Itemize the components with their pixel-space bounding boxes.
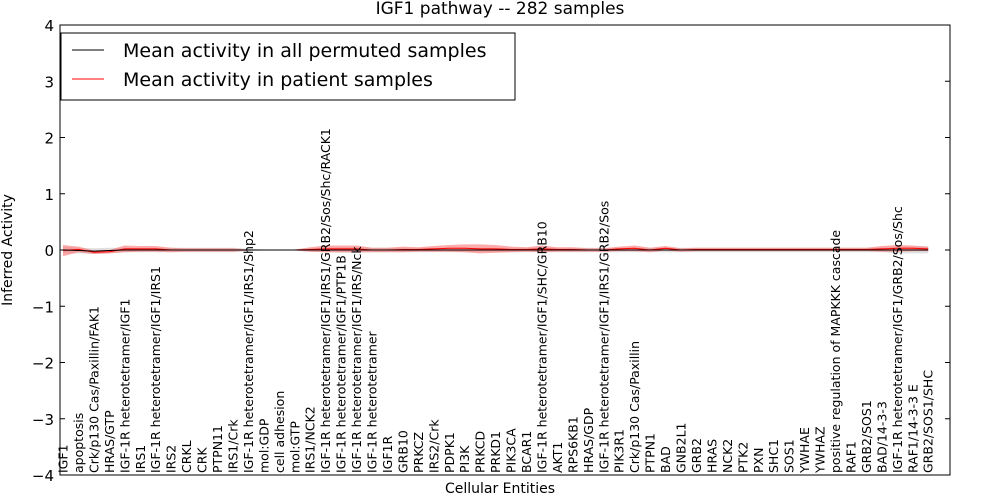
legend-box bbox=[60, 32, 516, 101]
y-tick-label: −1 bbox=[32, 298, 54, 316]
x-tick-label: IGF-1R heterotetramer/IGF1/SHC/GRB10 bbox=[535, 221, 550, 473]
y-tick-label: −3 bbox=[32, 411, 54, 429]
y-tick-label: 3 bbox=[44, 73, 54, 91]
x-tick-label: PIK3CA bbox=[504, 428, 519, 473]
x-tick-label: PI3K bbox=[457, 445, 472, 473]
x-tick-label: PRKCD bbox=[473, 431, 488, 473]
y-tick-label: −4 bbox=[32, 467, 54, 485]
y-tick-label: 1 bbox=[44, 186, 54, 204]
x-tick-label: positive regulation of MAPKKK cascade bbox=[828, 230, 843, 473]
x-tick-label: IRS1 bbox=[133, 445, 148, 473]
legend: Mean activity in all permuted samples Me… bbox=[60, 32, 516, 101]
line-permuted bbox=[62, 249, 929, 252]
x-tick-label: PTPN1 bbox=[643, 433, 658, 473]
x-tick-label: PRKCZ bbox=[411, 432, 426, 473]
x-tick-label: IGF-1R heterotetramer/IGF1/IRS1/Shp2 bbox=[241, 230, 256, 473]
x-tick-label: AKT1 bbox=[550, 442, 565, 473]
x-tick-label: GRB2/SOS1 bbox=[859, 400, 874, 473]
x-tick-label: HRAS/GDP bbox=[581, 407, 596, 473]
x-tick-label: Crk/p130 Cas/Paxillin bbox=[627, 341, 642, 473]
x-tick-label: CRKL bbox=[179, 440, 194, 473]
x-tick-label: BAD bbox=[658, 446, 673, 473]
x-tick-label: GRB2/SOS1/SHC bbox=[921, 370, 936, 473]
x-tick-label: PXN bbox=[751, 448, 766, 473]
x-tick-label: PTK2 bbox=[735, 442, 750, 473]
x-tick-label: PTPN11 bbox=[210, 425, 225, 473]
x-tick-label: NCK2 bbox=[720, 439, 735, 473]
x-tick-label: IRS2 bbox=[164, 445, 179, 473]
chart-title: IGF1 pathway -- 282 samples bbox=[376, 0, 625, 19]
x-tick-label: IGF-1R heterotetramer/IGF1/GRB2/Sos/Shc bbox=[890, 206, 905, 473]
x-tick-label: YWHAE bbox=[797, 427, 812, 474]
x-tick-label: IGF-1R heterotetramer/IGF1/PTP1B bbox=[334, 255, 349, 473]
x-axis-label: Cellular Entities bbox=[445, 481, 555, 497]
x-tick-label: RAF1 bbox=[843, 441, 858, 473]
y-tick-label: 2 bbox=[44, 130, 54, 148]
x-tick-label: IGF-1R heterotetramer/IGF1/IRS1 bbox=[148, 266, 163, 473]
x-tick-label: IGF-1R heterotetramer/IGF1/IRS1/GRB2/Sos… bbox=[318, 128, 333, 473]
y-tick-label: 0 bbox=[44, 242, 54, 260]
y-tick-label: −2 bbox=[32, 355, 54, 373]
x-tick-label: IGF-1R heterotetramer bbox=[365, 330, 380, 473]
x-tick-label: mol:GTP bbox=[287, 421, 302, 473]
x-tick-label: GRB2 bbox=[689, 438, 704, 473]
y-axis-label: Inferred Activity bbox=[0, 194, 16, 306]
x-tick-label: cell adhesion bbox=[272, 391, 287, 473]
x-tick-label: apoptosis bbox=[71, 413, 86, 473]
x-tick-label: IGF-1R heterotetramer/IGF1/IRS/Nck bbox=[349, 246, 364, 473]
x-tick-label: HRAS/GTP bbox=[102, 410, 117, 473]
x-tick-label: IRS2/Crk bbox=[426, 419, 441, 473]
x-tick-label: HRAS bbox=[704, 439, 719, 473]
x-tick-label: IRS1/NCK2 bbox=[303, 406, 318, 473]
x-tick-label: GRB10 bbox=[395, 430, 410, 473]
y-tick-label: 4 bbox=[44, 17, 54, 35]
x-tick-label: IRS1/Crk bbox=[225, 419, 240, 473]
plot-frame bbox=[59, 24, 951, 476]
y-axis-ticks: −4 −3 −2 −1 0 1 2 3 4 bbox=[32, 17, 950, 485]
x-tick-label: RPS6KB1 bbox=[565, 416, 580, 473]
x-tick-label: Crk/p130 Cas/Paxillin/FAK1 bbox=[86, 306, 101, 473]
x-tick-label: SOS1 bbox=[782, 439, 797, 473]
x-tick-label: RAF1/14-3-3 E bbox=[905, 384, 920, 473]
legend-label-permuted: Mean activity in all permuted samples bbox=[123, 40, 486, 62]
x-tick-label: BCAR1 bbox=[519, 431, 534, 473]
x-tick-label: IGF-1R heterotetramer/IGF1 bbox=[117, 299, 132, 473]
x-tick-label: PIK3R1 bbox=[612, 429, 627, 473]
x-tick-label: IGF1R bbox=[380, 435, 395, 473]
x-tick-label: CRK bbox=[195, 447, 210, 473]
legend-label-patient: Mean activity in patient samples bbox=[123, 69, 433, 91]
x-tick-label: YWHAZ bbox=[813, 426, 828, 474]
x-tick-label: PDPK1 bbox=[442, 432, 457, 473]
x-tick-label: BAD/14-3-3 bbox=[874, 401, 889, 473]
x-tick-label: GNB2L1 bbox=[674, 423, 689, 473]
x-tick-label: IGF-1R heterotetramer/IGF1/IRS1/GRB2/Sos bbox=[596, 201, 611, 473]
x-tick-label: IGF1 bbox=[56, 444, 71, 473]
x-tick-label: PRKD1 bbox=[488, 431, 503, 473]
x-tick-label: SHC1 bbox=[766, 439, 781, 473]
x-tick-labels: IGF1 apoptosis Crk/p130 Cas/Paxillin/FAK1 H… bbox=[56, 128, 936, 474]
series-lines bbox=[62, 247, 929, 253]
x-tick-label: mol:GDP bbox=[256, 418, 271, 473]
